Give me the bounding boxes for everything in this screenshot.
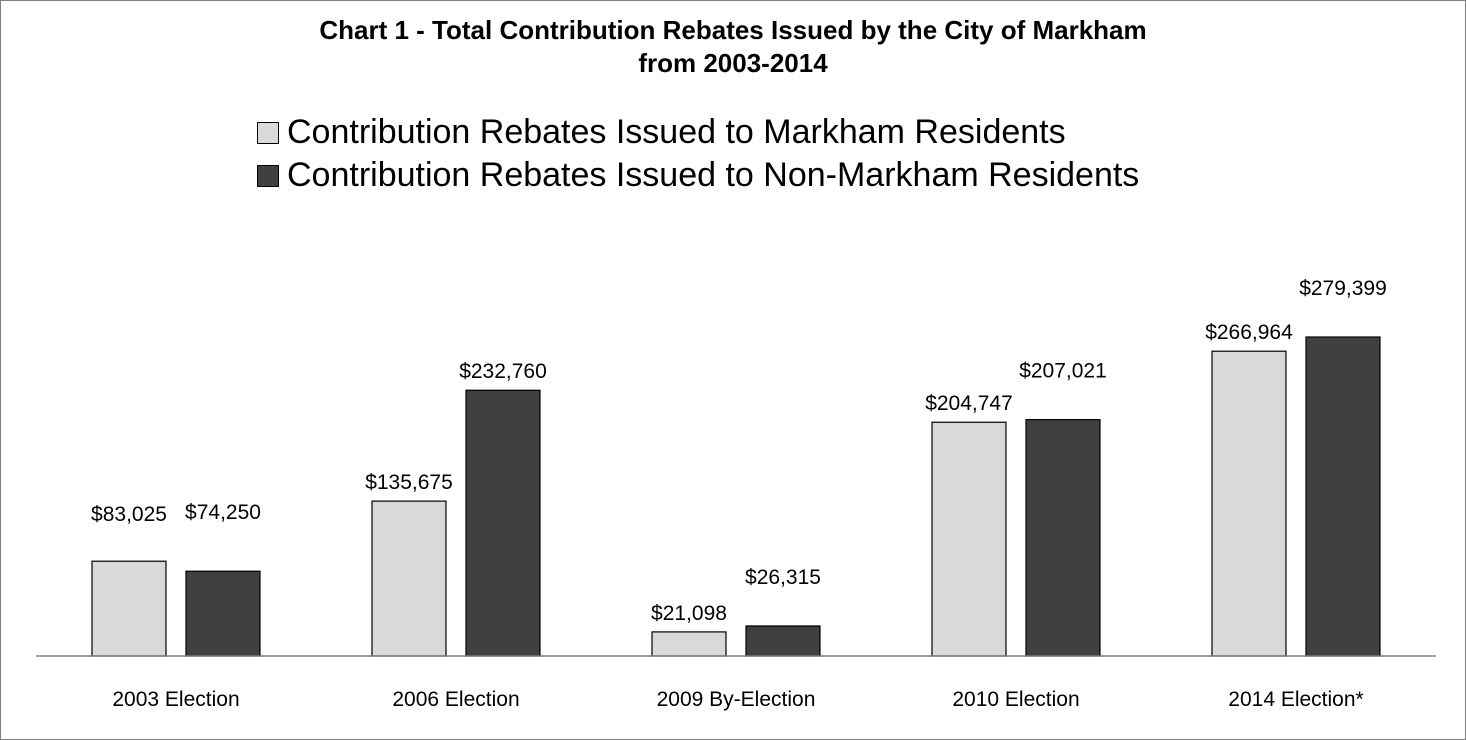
data-label-markham-3: $204,747 xyxy=(925,392,1013,415)
data-label-markham-2: $21,098 xyxy=(651,602,727,625)
x-tick-label-1: 2006 Election xyxy=(392,688,519,711)
bar-markham-4 xyxy=(1211,350,1287,657)
bar-non-markham-0 xyxy=(185,570,261,657)
legend-item-non-markham: Contribution Rebates Issued to Non-Markh… xyxy=(257,154,1139,197)
x-tick-label-2: 2009 By-Election xyxy=(657,688,816,711)
bar-non-markham-4 xyxy=(1305,336,1381,657)
bar-markham-0 xyxy=(91,560,167,657)
bar-non-markham-1 xyxy=(465,389,541,657)
chart-title-line2: from 2003-2014 xyxy=(638,48,828,78)
bar-non-markham-3 xyxy=(1025,419,1101,657)
data-label-non-markham-0: $74,250 xyxy=(185,501,261,524)
data-label-markham-0: $83,025 xyxy=(91,503,167,526)
legend-label-markham: Contribution Rebates Issued to Markham R… xyxy=(287,113,1066,151)
legend-item-markham: Contribution Rebates Issued to Markham R… xyxy=(257,111,1139,154)
legend-swatch-non-markham xyxy=(257,164,279,187)
x-tick-label-0: 2003 Election xyxy=(112,688,239,711)
legend-swatch-markham xyxy=(257,121,279,144)
bar-markham-2 xyxy=(651,631,727,657)
chart-title: Chart 1 - Total Contribution Rebates Iss… xyxy=(319,15,1147,45)
data-label-non-markham-4: $279,399 xyxy=(1299,277,1387,300)
bar-markham-3 xyxy=(931,421,1007,657)
data-label-non-markham-2: $26,315 xyxy=(745,566,821,589)
bar-markham-1 xyxy=(371,500,447,657)
data-label-markham-1: $135,675 xyxy=(365,471,453,494)
data-label-markham-4: $266,964 xyxy=(1205,321,1293,344)
x-tick-label-3: 2010 Election xyxy=(952,688,1079,711)
legend: Contribution Rebates Issued to Markham R… xyxy=(257,111,1139,197)
legend-label-non-markham: Contribution Rebates Issued to Non-Markh… xyxy=(287,156,1140,194)
data-label-non-markham-3: $207,021 xyxy=(1019,360,1107,383)
data-label-non-markham-1: $232,760 xyxy=(459,360,547,383)
x-tick-label-4: 2014 Election* xyxy=(1228,688,1363,711)
bar-non-markham-2 xyxy=(745,625,821,657)
